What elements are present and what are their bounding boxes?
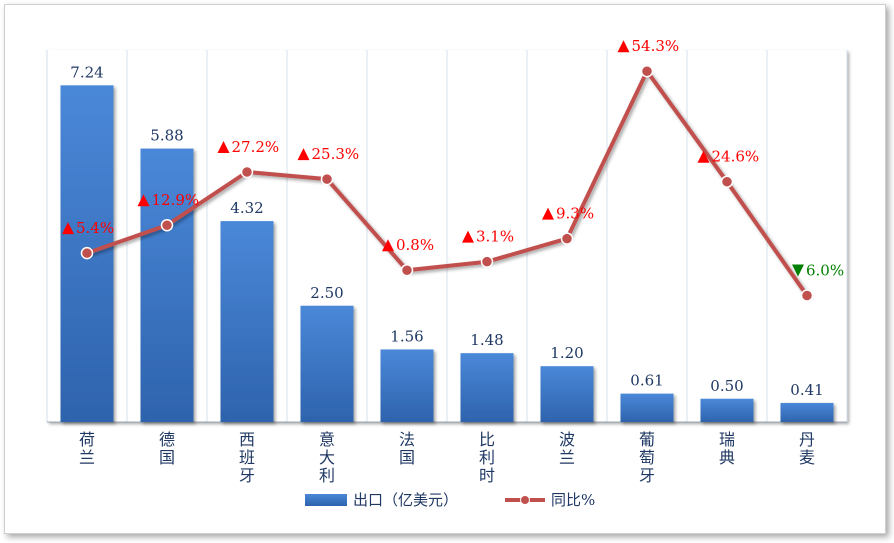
bar-value-labels: 7.24 5.88 4.32 2.50 1.56 1.48 1.20 0.61 0.50 0.41 [70, 63, 823, 399]
bar-value-label: 0.61 [630, 372, 663, 390]
up-triangle-icon [137, 194, 150, 207]
category-label: 瑞典 [719, 430, 735, 467]
line-series [80, 64, 814, 302]
line-point [80, 246, 94, 260]
bar [380, 349, 434, 422]
bar-value-label: 2.50 [310, 284, 343, 302]
up-triangle-icon [542, 207, 554, 220]
line-point [400, 263, 414, 277]
bar [460, 353, 514, 422]
up-triangle-icon [617, 40, 630, 53]
bar-value-label: 5.88 [150, 127, 183, 145]
category-label: 意大利 [319, 430, 335, 485]
bar-value-label: 1.56 [390, 327, 423, 345]
line-value-labels: 5.4% 12.9% 27.2% 25.3% 0.8% 3.1% 9.3% 54.3% 24.6… [62, 37, 844, 280]
bar [620, 393, 674, 422]
up-triangle-icon [462, 230, 474, 243]
category-label: 德国 [159, 430, 175, 467]
chart-svg: 7.24 5.88 4.32 2.50 1.56 1.48 1.20 0.61 0.50 0.41… [46, 37, 848, 509]
line-value-label: 24.6% [712, 148, 760, 166]
line-point [560, 232, 574, 245]
bar [540, 366, 594, 422]
bar-value-label: 4.32 [230, 199, 263, 217]
legend-line-marker [520, 495, 530, 505]
bar [300, 305, 354, 422]
line-path [85, 69, 809, 298]
category-label: 波兰 [559, 430, 575, 467]
line-value-label: 0.8% [396, 236, 434, 254]
up-triangle-icon [217, 141, 230, 154]
line-point [240, 165, 254, 179]
legend-bar-swatch [305, 494, 347, 506]
up-triangle-icon [697, 150, 710, 163]
line-value-label: 27.2% [232, 138, 280, 156]
line-point [160, 218, 174, 232]
bar-value-label: 0.50 [710, 377, 743, 395]
legend-line-label: 同比% [551, 491, 595, 509]
up-triangle-icon [62, 222, 74, 235]
down-triangle-icon [792, 264, 804, 277]
bar [220, 221, 274, 422]
line-value-label: 9.3% [556, 205, 594, 223]
bar-value-label: 7.24 [70, 63, 103, 81]
category-label: 法国 [399, 430, 415, 467]
line-point [720, 175, 734, 188]
line-value-label: 5.4% [76, 219, 114, 237]
line-point [320, 172, 334, 186]
line-value-label: 3.1% [476, 228, 514, 246]
category-label: 荷兰 [79, 430, 95, 467]
category-label: 丹麦 [799, 430, 815, 467]
bar [140, 148, 194, 422]
bar [700, 398, 754, 422]
line-value-label: 54.3% [632, 37, 680, 55]
line-value-label: 6.0% [806, 262, 844, 280]
up-triangle-icon [382, 239, 394, 252]
up-triangle-icon [297, 148, 310, 161]
bar-value-label: 1.20 [550, 344, 583, 362]
category-label: 西班牙 [239, 430, 255, 485]
line-point [800, 289, 814, 302]
line-point [480, 255, 494, 268]
category-label: 葡萄牙 [639, 430, 655, 485]
bar-value-label: 1.48 [470, 331, 503, 349]
chart-frame: 7.24 5.88 4.32 2.50 1.56 1.48 1.20 0.61 0.50 0.41… [4, 4, 886, 534]
bar [780, 402, 834, 422]
category-axis-labels: 荷兰 德国 西班牙 意大利 法国 比利时 波兰 葡萄牙 瑞典 丹麦 [79, 430, 815, 485]
line-value-label: 12.9% [152, 191, 200, 209]
legend: 出口（亿美元） 同比% [305, 491, 595, 509]
legend-bar-label: 出口（亿美元） [353, 491, 458, 509]
category-label: 比利时 [479, 430, 495, 485]
line-value-label: 25.3% [312, 145, 360, 163]
bar-value-label: 0.41 [790, 381, 823, 399]
line-point [640, 64, 654, 78]
